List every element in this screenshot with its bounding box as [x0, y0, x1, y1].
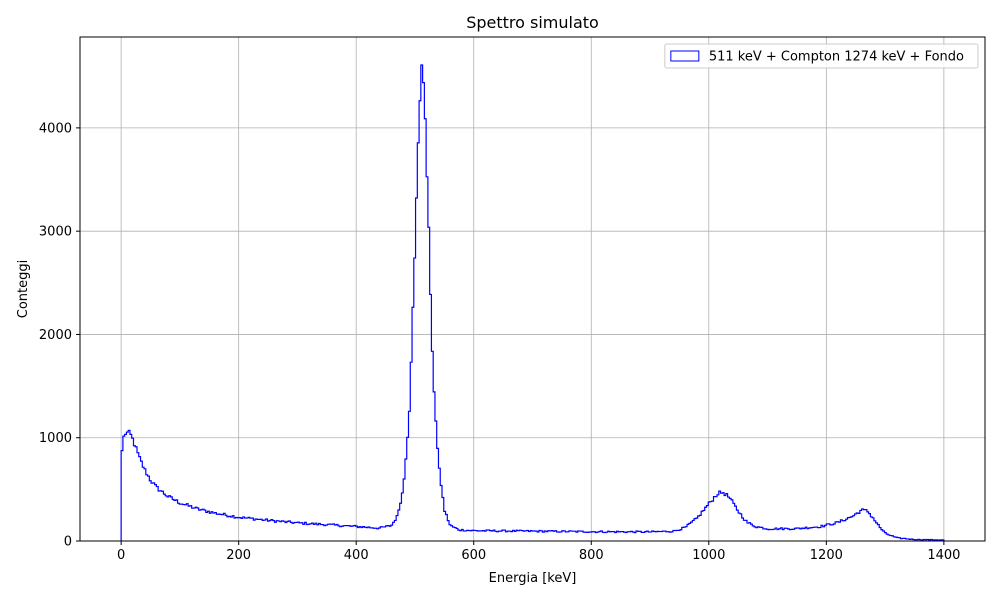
x-axis-ticks: 0 200 400 600 800 1000 1200 1400 [117, 541, 960, 563]
y-axis-label: Conteggi [16, 260, 31, 318]
y-tick-label: 1000 [39, 431, 72, 446]
series-layer [120, 64, 945, 541]
x-tick-label: 1200 [810, 548, 843, 563]
grid-lines [80, 37, 985, 542]
x-tick-label: 400 [344, 548, 369, 563]
spectrum-series-line [120, 64, 945, 541]
y-tick-label: 2000 [39, 328, 72, 343]
chart-title: Spettro simulato [466, 13, 599, 32]
legend: 511 keV + Compton 1274 keV + Fondo [664, 43, 979, 69]
y-tick-label: 3000 [39, 225, 72, 240]
x-tick-label: 200 [226, 548, 251, 563]
legend-box [664, 43, 979, 69]
y-axis-ticks: 0 1000 2000 3000 4000 [39, 121, 80, 550]
x-tick-label: 1000 [692, 548, 725, 563]
x-tick-label: 0 [117, 548, 125, 563]
x-tick-label: 1400 [927, 548, 960, 563]
x-tick-label: 800 [579, 548, 604, 563]
legend-swatch [670, 50, 700, 62]
x-tick-label: 600 [461, 548, 486, 563]
x-axis-label: Energia [keV] [489, 571, 577, 586]
y-tick-label: 0 [64, 535, 72, 550]
y-tick-label: 4000 [39, 121, 72, 136]
plot-frame [79, 36, 986, 542]
legend-entry-label: 511 keV + Compton 1274 keV + Fondo [709, 50, 964, 65]
